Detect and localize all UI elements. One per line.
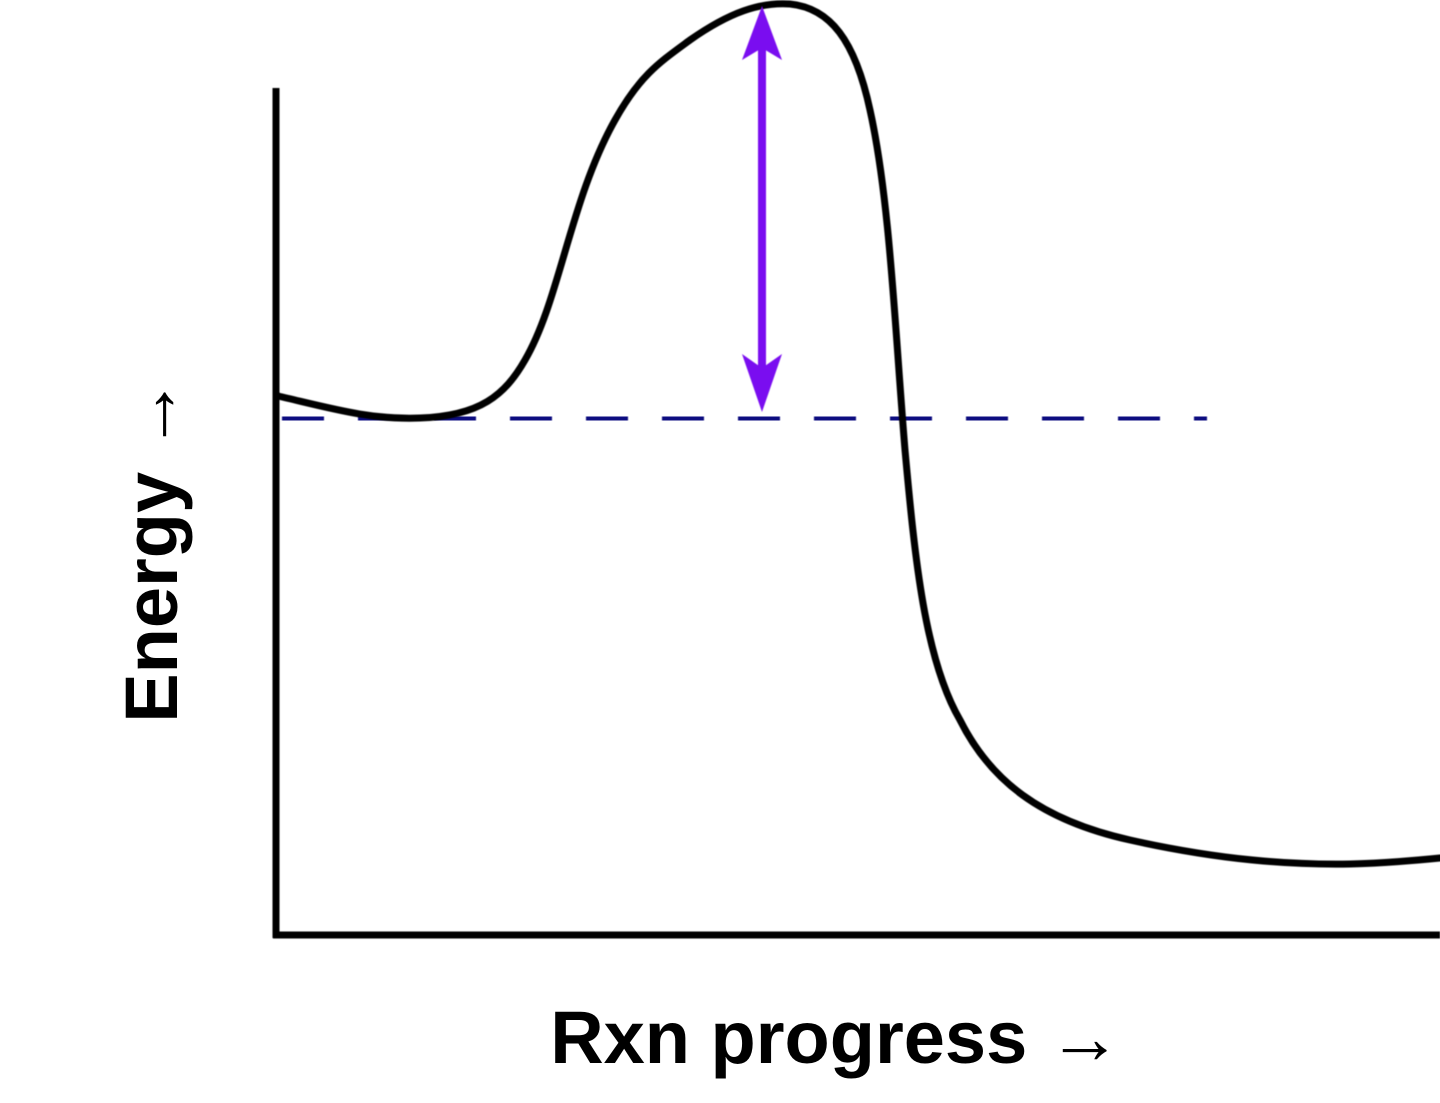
energy-curve — [274, 0, 1440, 868]
axes — [272, 88, 1440, 939]
activation-energy-arrow — [742, 6, 782, 412]
arrow-head-down-icon — [742, 354, 782, 412]
y-axis-label: Energy → — [110, 377, 193, 722]
x-axis-label: Rxn progress → — [550, 996, 1122, 1079]
arrow-head-up-icon — [742, 6, 782, 60]
